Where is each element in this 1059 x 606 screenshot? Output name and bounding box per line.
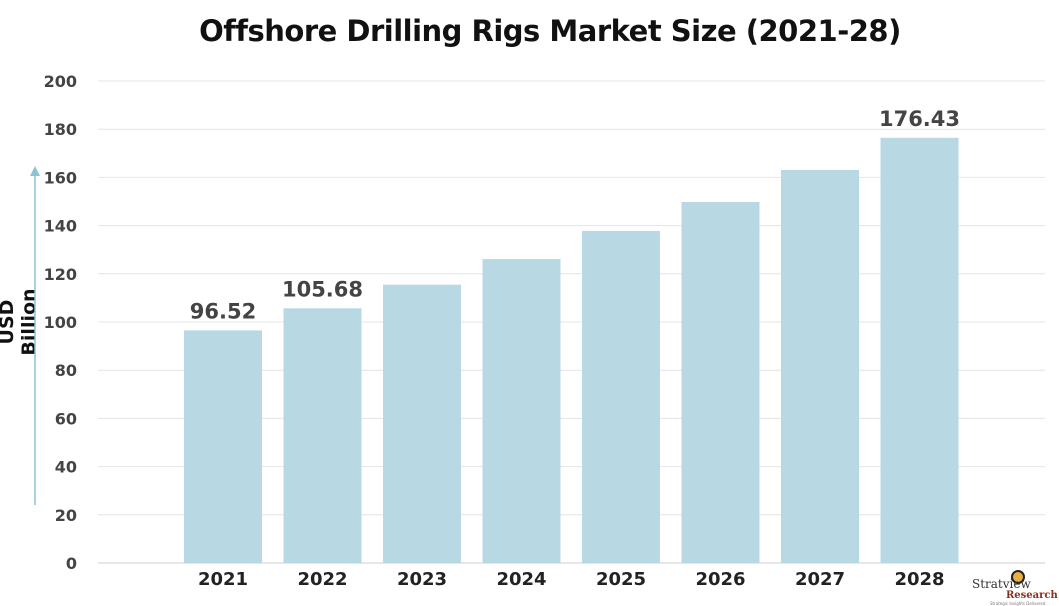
bar-2023 bbox=[383, 284, 461, 563]
y-tick-label: 60 bbox=[55, 409, 77, 428]
bar-2028 bbox=[880, 137, 959, 563]
bar-2021 bbox=[184, 330, 262, 563]
y-tick-label: 120 bbox=[44, 265, 77, 284]
logo-sub: Research bbox=[1006, 590, 1058, 601]
bar-2022 bbox=[283, 308, 362, 563]
x-tick-label: 2024 bbox=[496, 569, 546, 590]
logo-tagline: Strategic Insights Delivered bbox=[990, 601, 1046, 606]
y-tick-label: 20 bbox=[55, 506, 77, 525]
y-tick-label: 0 bbox=[66, 554, 77, 573]
x-tick-label: 2027 bbox=[795, 569, 845, 590]
chart-title: Offshore Drilling Rigs Market Size (2021… bbox=[199, 14, 901, 48]
y-tick-label: 100 bbox=[44, 313, 77, 332]
bar-2026 bbox=[681, 201, 760, 563]
y-tick-label: 40 bbox=[55, 458, 77, 477]
y-tick-label: 160 bbox=[44, 168, 77, 187]
x-tick-label: 2025 bbox=[596, 569, 646, 590]
arrow-up-icon bbox=[30, 166, 40, 176]
bar-2025 bbox=[582, 230, 660, 564]
logo-icon bbox=[1011, 570, 1025, 584]
stratview-logo: Stratview Research Strategic Insights De… bbox=[968, 566, 1058, 606]
logo-name: Stratview bbox=[972, 577, 1031, 591]
data-label: 96.52 bbox=[190, 299, 256, 323]
data-label: 176.43 bbox=[879, 107, 960, 131]
y-tick-label: 180 bbox=[44, 120, 77, 139]
x-tick-label: 2023 bbox=[397, 569, 447, 590]
y-tick-label: 200 bbox=[44, 72, 77, 91]
y-tick-label: 140 bbox=[44, 217, 77, 236]
x-tick-label: 2022 bbox=[297, 569, 347, 590]
x-tick-label: 2026 bbox=[695, 569, 745, 590]
data-label: 105.68 bbox=[282, 277, 363, 301]
bar-2027 bbox=[781, 169, 859, 563]
y-tick-label: 80 bbox=[55, 361, 77, 380]
bar-2024 bbox=[482, 259, 561, 563]
x-tick-label: 2028 bbox=[894, 569, 944, 590]
x-tick-label: 2021 bbox=[198, 569, 248, 590]
